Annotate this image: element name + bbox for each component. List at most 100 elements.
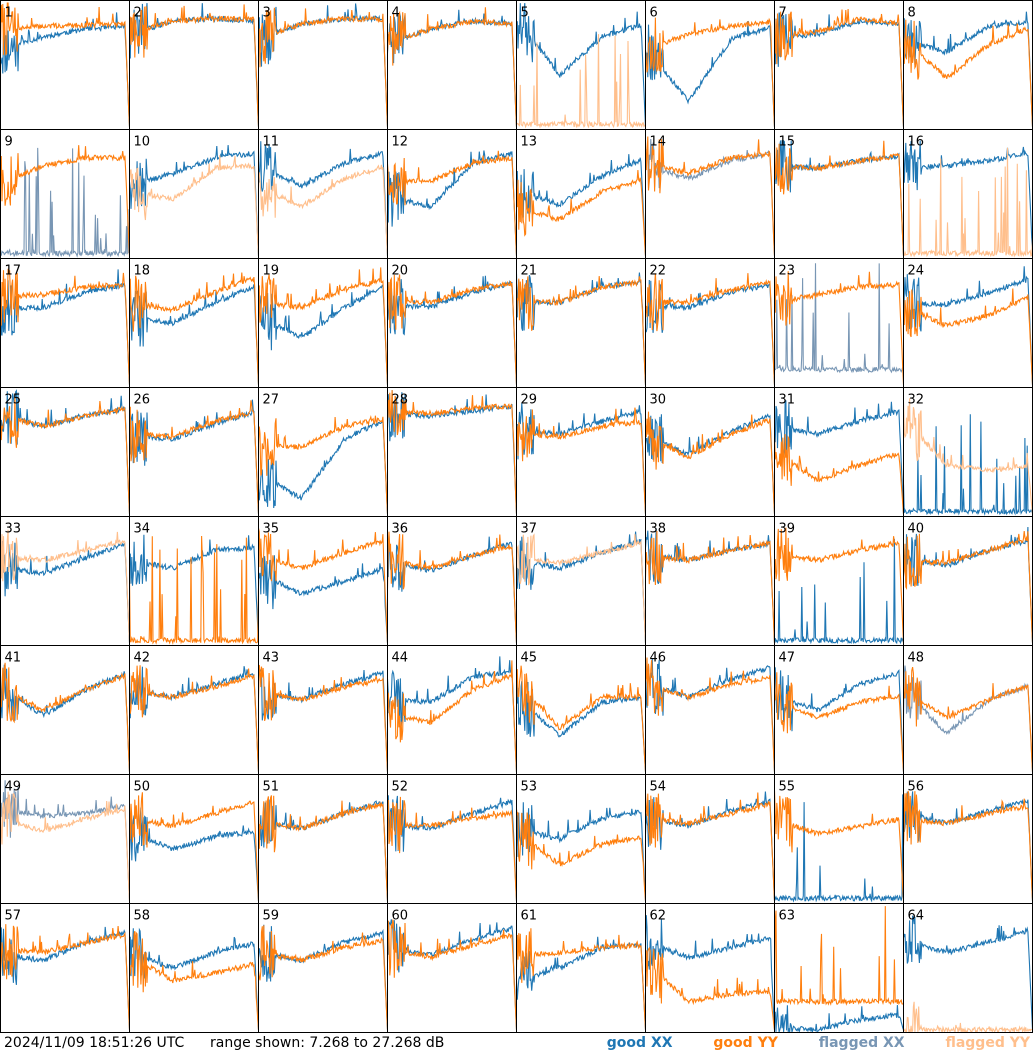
panel-42: 42	[129, 645, 259, 775]
panel-label: 60	[392, 909, 409, 924]
panel-frame	[516, 516, 646, 646]
yy-trace	[129, 792, 259, 901]
panel-label: 19	[263, 264, 280, 279]
panel-frame	[516, 387, 646, 517]
xx-trace	[258, 284, 388, 385]
panel-label: 14	[650, 135, 667, 150]
panel-29: 29	[516, 387, 646, 517]
yy-trace	[258, 795, 388, 901]
yy-trace	[387, 390, 517, 514]
xx-trace	[645, 915, 775, 1030]
yy-trace	[774, 790, 904, 901]
xx-trace	[0, 926, 130, 1030]
panel-44: 44	[387, 645, 517, 775]
panel-3: 3	[258, 0, 388, 130]
panel-label: 34	[134, 522, 151, 537]
xx-trace	[129, 927, 259, 1030]
yy-trace	[774, 906, 904, 1006]
panel-33: 33	[0, 516, 130, 646]
panel-label: 13	[521, 135, 538, 150]
panel-23: 23	[774, 258, 904, 388]
panel-frame	[903, 387, 1033, 517]
xx-trace	[903, 11, 1033, 127]
yy-trace	[258, 925, 388, 1030]
xx-trace	[387, 390, 517, 514]
panel-21: 21	[516, 258, 646, 388]
legend-good-yy: good YY	[695, 1035, 782, 1051]
panel-frame	[129, 516, 259, 646]
legend-good-xx-state: good	[606, 1035, 647, 1051]
panel-label: 53	[521, 780, 538, 795]
yy-trace	[774, 434, 904, 514]
yy-trace	[129, 4, 259, 127]
yy-trace	[516, 276, 646, 385]
xx-trace	[903, 266, 1033, 385]
panel-frame	[516, 258, 646, 388]
panel-label: 28	[392, 393, 409, 408]
panel-frame	[516, 774, 646, 904]
yy-trace	[0, 145, 130, 256]
panel-label: 2	[134, 6, 142, 21]
panel-label: 3	[263, 6, 271, 21]
yy-trace	[0, 662, 130, 772]
yy-trace	[645, 136, 775, 256]
panel-frame	[387, 903, 517, 1033]
yy-trace	[903, 666, 1033, 772]
panel-label: 24	[908, 264, 925, 279]
panel-label: 15	[779, 135, 796, 150]
xx-trace	[774, 1005, 904, 1033]
xx-trace	[516, 272, 646, 385]
panel-frame	[129, 0, 259, 130]
panel-label: 22	[650, 264, 667, 279]
panel-frame	[387, 516, 517, 646]
panel-label: 61	[521, 909, 538, 924]
panel-label: 48	[908, 651, 925, 666]
panel-label: 58	[134, 909, 151, 924]
panel-label: 16	[908, 135, 925, 150]
panel-label: 63	[779, 909, 796, 924]
panel-label: 31	[779, 393, 796, 408]
xx-trace	[645, 21, 775, 127]
panel-label: 37	[521, 522, 538, 537]
panel-label: 51	[263, 780, 280, 795]
xx-trace	[129, 534, 259, 643]
xx-trace	[774, 538, 904, 645]
yy-trace	[129, 665, 259, 772]
yy-trace	[258, 414, 388, 514]
panel-frame	[129, 387, 259, 517]
yy-trace	[0, 268, 130, 385]
panel-27: 27	[258, 387, 388, 517]
yy-trace	[903, 19, 1033, 127]
yy-trace	[387, 660, 517, 772]
panel-36: 36	[387, 516, 517, 646]
panel-label: 57	[5, 909, 22, 924]
panel-45: 45	[516, 645, 646, 775]
panel-50: 50	[129, 774, 259, 904]
panel-label: 36	[392, 522, 409, 537]
panel-frame	[645, 129, 775, 259]
panel-frame	[0, 258, 130, 388]
panel-frame	[516, 645, 646, 775]
panel-61: 61	[516, 903, 646, 1033]
xx-trace	[516, 3, 646, 127]
panel-frame	[258, 645, 388, 775]
xx-trace	[903, 526, 1033, 643]
panel-frame	[645, 903, 775, 1033]
legend-flagged-xx: flagged XX	[801, 1035, 910, 1051]
yy-trace	[774, 271, 904, 385]
xx-trace	[903, 414, 1033, 516]
panel-frame	[387, 0, 517, 130]
panel-35: 35	[258, 516, 388, 646]
panel-frame	[774, 516, 904, 646]
panel-frame	[774, 0, 904, 130]
panel-7: 7	[774, 0, 904, 130]
legend-good-xx-pol: XX	[650, 1035, 673, 1051]
panel-49: 49	[0, 774, 130, 904]
yy-trace	[258, 164, 388, 256]
panel-frame	[129, 774, 259, 904]
panel-57: 57	[0, 903, 130, 1033]
panel-label: 52	[392, 780, 409, 795]
panel-26: 26	[129, 387, 259, 517]
panel-label: 10	[134, 135, 151, 150]
panel-frame	[774, 387, 904, 517]
